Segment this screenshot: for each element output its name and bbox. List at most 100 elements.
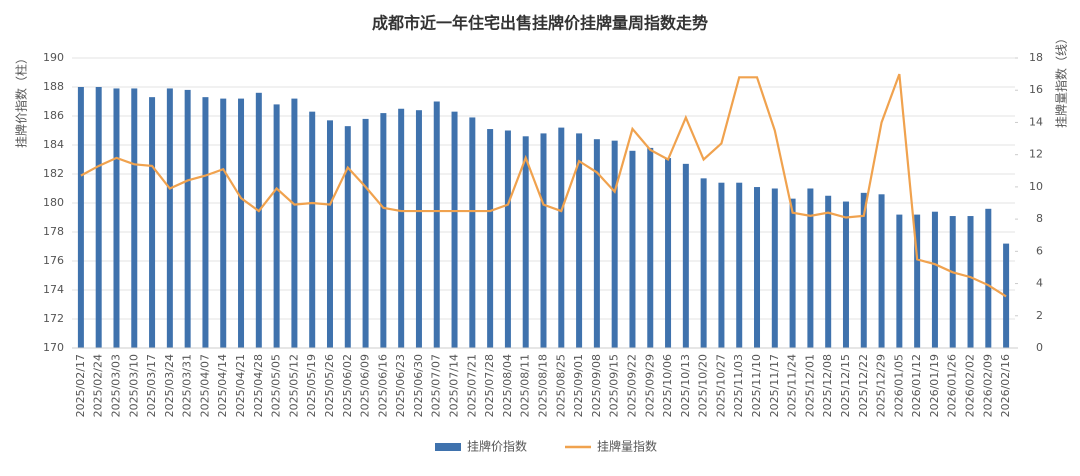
bar <box>896 214 903 348</box>
x-tick-label: 2025/11/03 <box>732 354 745 417</box>
x-tick-label: 2025/07/28 <box>483 354 496 417</box>
bar <box>682 163 689 348</box>
y2-tick-label: 0 <box>1036 341 1043 354</box>
bar <box>326 120 333 348</box>
bar <box>95 87 102 348</box>
bar <box>665 158 672 348</box>
legend-label: 挂牌量指数 <box>597 439 657 454</box>
y-tick-label: 186 <box>43 109 64 122</box>
x-tick-label: 2025/03/24 <box>163 354 176 417</box>
bar <box>807 188 814 348</box>
x-tick-label: 2025/03/03 <box>109 354 122 417</box>
bar <box>487 129 494 348</box>
bar <box>77 87 84 348</box>
x-tick-label: 2025/04/28 <box>252 354 265 417</box>
bar <box>771 188 778 348</box>
bar <box>967 216 974 348</box>
x-tick-label: 2025/06/09 <box>359 354 372 417</box>
line <box>80 73 1007 298</box>
bar <box>576 133 583 348</box>
bar <box>558 127 565 348</box>
x-tick-label: 2025/06/16 <box>376 354 389 417</box>
x-tick-label: 2025/02/17 <box>74 354 87 417</box>
chart-title: 成都市近一年住宅出售挂牌价挂牌量周指数走势 <box>372 14 708 33</box>
y-tick-label: 180 <box>43 196 64 209</box>
y-tick-label: 182 <box>43 167 64 180</box>
bar <box>860 192 867 348</box>
y-tick-label: 176 <box>43 254 64 267</box>
bar <box>166 88 173 348</box>
bar <box>985 208 992 348</box>
y2-tick-label: 6 <box>1036 244 1043 257</box>
x-tick-label: 2025/09/29 <box>643 354 656 417</box>
bar <box>647 147 654 348</box>
bar <box>398 108 405 348</box>
x-tick-label: 2025/12/01 <box>803 354 816 417</box>
y-tick-label: 170 <box>43 341 64 354</box>
x-tick-label: 2025/08/11 <box>519 354 532 417</box>
bar <box>789 198 796 348</box>
bar <box>736 182 743 348</box>
bar <box>255 92 262 348</box>
bar <box>754 187 761 348</box>
x-tick-label: 2026/01/19 <box>928 354 941 417</box>
x-tick-label: 2025/05/05 <box>270 354 283 417</box>
bar <box>629 150 636 348</box>
bar <box>878 194 885 348</box>
x-tick-label: 2025/09/22 <box>625 354 638 417</box>
y-tick-label: 172 <box>43 312 64 325</box>
bar <box>362 118 369 349</box>
bar <box>220 98 227 348</box>
x-tick-label: 2025/07/21 <box>465 354 478 417</box>
y2-tick-label: 2 <box>1036 309 1043 322</box>
x-tick-label: 2025/04/21 <box>234 354 247 417</box>
y2-axis-label: 挂牌量指数（线） <box>1054 32 1069 128</box>
x-tick-label: 2025/09/15 <box>608 354 621 417</box>
x-tick-label: 2026/01/12 <box>910 354 923 417</box>
x-tick-label: 2025/12/29 <box>875 354 888 417</box>
x-tick-label: 2026/01/26 <box>946 354 959 417</box>
bar <box>842 201 849 348</box>
y2-tick-label: 18 <box>1029 51 1043 64</box>
x-tick-label: 2026/02/02 <box>964 354 977 417</box>
x-tick-label: 2025/04/07 <box>198 354 211 417</box>
bar <box>273 104 280 349</box>
x-tick-label: 2026/02/16 <box>999 354 1012 417</box>
bar <box>504 130 511 348</box>
x-tick-label: 2025/04/14 <box>216 354 229 417</box>
x-tick-label: 2025/08/25 <box>554 354 567 417</box>
x-tick-label: 2025/07/14 <box>448 354 461 417</box>
bar <box>718 182 725 348</box>
bar <box>949 216 956 348</box>
y-tick-label: 178 <box>43 225 64 238</box>
x-tick-label: 2025/10/13 <box>679 354 692 417</box>
bar <box>291 98 298 348</box>
bar <box>540 133 547 348</box>
y-tick-label: 190 <box>43 51 64 64</box>
bar <box>522 136 529 348</box>
x-tick-label: 2025/12/08 <box>821 354 834 417</box>
bar <box>344 126 351 349</box>
x-tick-label: 2025/11/10 <box>750 354 763 417</box>
x-tick-label: 2025/11/24 <box>786 354 799 417</box>
x-tick-label: 2025/09/01 <box>572 354 585 417</box>
bar <box>931 211 938 348</box>
bar <box>131 88 138 348</box>
x-tick-label: 2025/06/30 <box>412 354 425 417</box>
x-tick-label: 2025/08/04 <box>501 354 514 417</box>
bar <box>700 178 707 348</box>
bar <box>149 97 156 349</box>
x-tick-label: 2025/10/20 <box>697 354 710 417</box>
x-tick-label: 2025/09/08 <box>590 354 603 417</box>
y2-tick-label: 8 <box>1036 212 1043 225</box>
bar <box>309 111 316 349</box>
x-tick-label: 2025/03/31 <box>181 354 194 417</box>
bar <box>611 140 618 348</box>
bar <box>202 97 209 349</box>
bar <box>825 195 832 348</box>
x-tick-label: 2026/01/05 <box>892 354 905 417</box>
bar <box>593 139 600 348</box>
x-tick-label: 2026/02/09 <box>981 354 994 417</box>
x-tick-label: 2025/05/12 <box>287 354 300 417</box>
